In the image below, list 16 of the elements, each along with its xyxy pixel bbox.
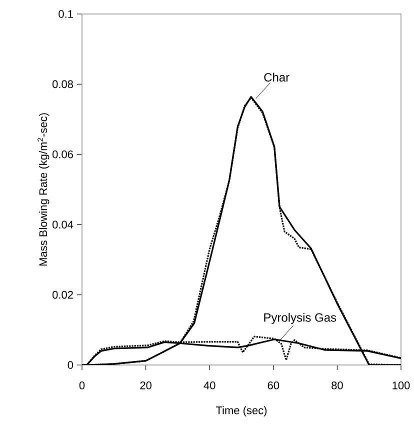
x-tick-label: 100 (392, 382, 410, 390)
x-tick-label: 0 (79, 382, 85, 390)
y-tick-label: 0.02 (52, 290, 73, 299)
y-tick-label: 0.1 (58, 10, 73, 18)
series-label: Char (264, 72, 290, 82)
y-tick-label: 0.08 (52, 80, 73, 88)
series-label: Pyrolysis Gas (264, 312, 336, 324)
y-tick-label: 0.04 (52, 220, 74, 228)
x-axis-title: Time (sec) (216, 406, 267, 416)
x-tick-label: 40 (204, 382, 216, 390)
y-axis-title: Mass Blowing Rate (kg/m$^{2}$-sec) (38, 113, 50, 266)
x-tick-label: 80 (332, 382, 343, 390)
y-tick-label: 0.06 (52, 150, 73, 158)
x-tick-label: 60 (268, 382, 280, 390)
x-tick-label: 20 (140, 382, 152, 390)
y-tick-label: 0 (68, 361, 74, 369)
